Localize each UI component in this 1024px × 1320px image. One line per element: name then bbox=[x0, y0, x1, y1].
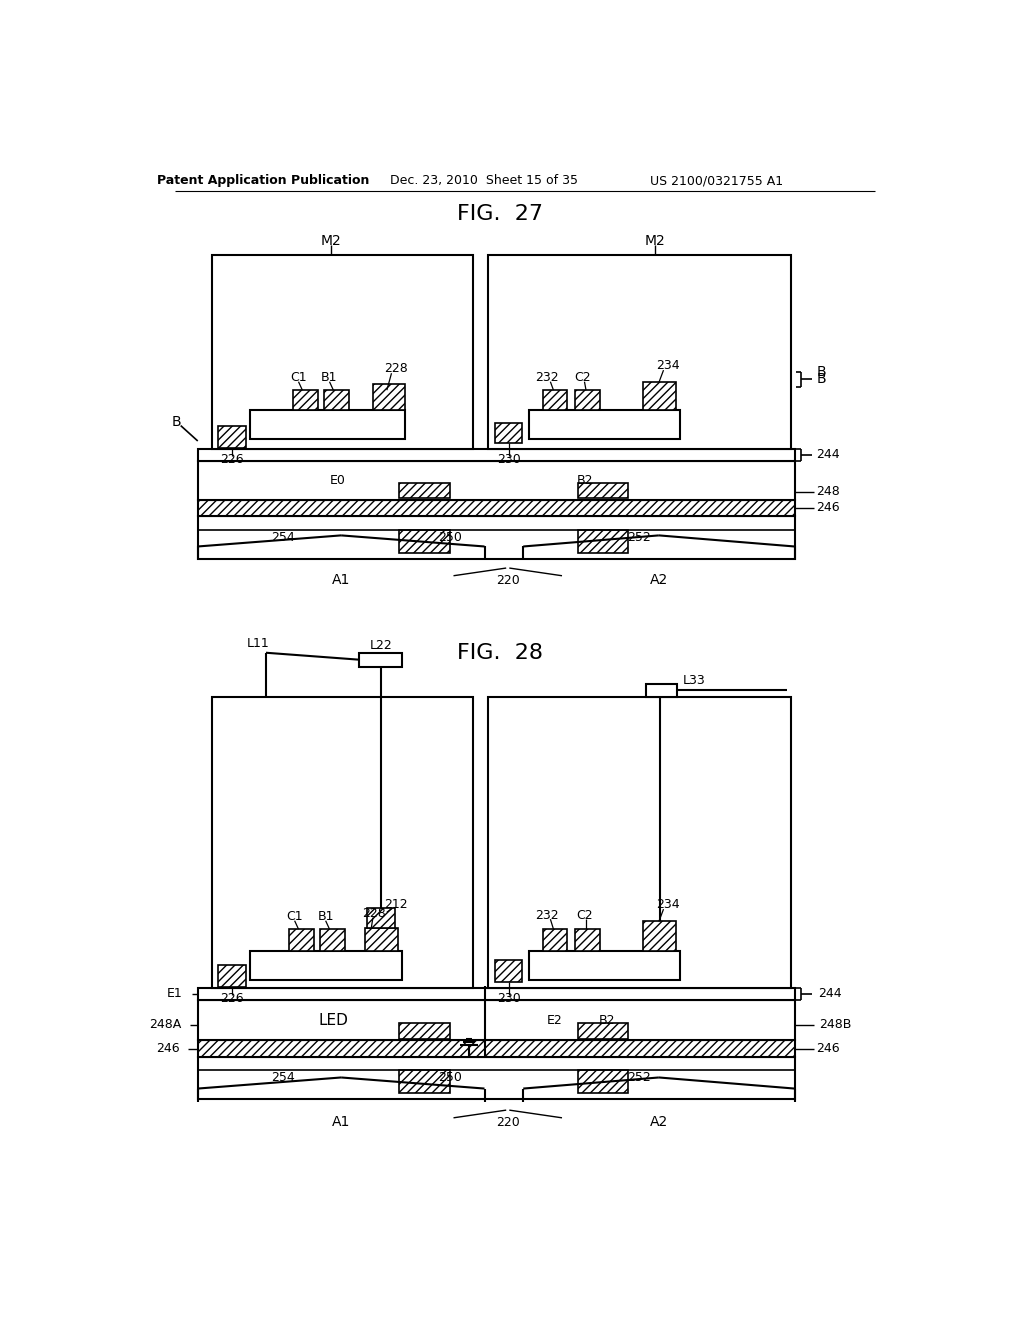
Text: B: B bbox=[171, 414, 181, 429]
Bar bbox=[495, 422, 522, 442]
Text: M2: M2 bbox=[321, 234, 341, 248]
Bar bbox=[528, 411, 680, 440]
Text: 228: 228 bbox=[384, 362, 408, 375]
Bar bbox=[495, 960, 522, 982]
Text: E1: E1 bbox=[167, 987, 182, 1001]
Bar bbox=[367, 908, 394, 928]
Text: L33: L33 bbox=[683, 675, 706, 686]
Text: 254: 254 bbox=[271, 531, 295, 544]
Bar bbox=[198, 499, 795, 516]
Text: 252: 252 bbox=[628, 531, 651, 544]
Text: B: B bbox=[816, 372, 825, 387]
Text: B2: B2 bbox=[577, 474, 594, 487]
Text: 220: 220 bbox=[496, 1115, 519, 1129]
Text: 252: 252 bbox=[628, 1072, 651, 1084]
Bar bbox=[578, 483, 628, 498]
Bar bbox=[359, 653, 402, 667]
Text: A1: A1 bbox=[332, 573, 350, 587]
Text: LED: LED bbox=[318, 1012, 348, 1027]
Text: 246: 246 bbox=[816, 1041, 840, 1055]
Bar bbox=[218, 426, 246, 447]
Text: C1: C1 bbox=[290, 371, 307, 384]
Text: 230: 230 bbox=[497, 991, 520, 1005]
Text: C2: C2 bbox=[577, 908, 593, 921]
Bar bbox=[488, 697, 791, 987]
Bar bbox=[373, 384, 406, 411]
Text: 230: 230 bbox=[497, 453, 520, 466]
Text: 234: 234 bbox=[656, 898, 680, 911]
Bar bbox=[251, 411, 406, 440]
Text: 244: 244 bbox=[816, 449, 840, 462]
Bar bbox=[198, 461, 795, 499]
Bar bbox=[324, 391, 349, 411]
Text: L22: L22 bbox=[370, 639, 392, 652]
Bar bbox=[198, 1040, 795, 1057]
Bar bbox=[643, 383, 676, 411]
Bar bbox=[578, 1023, 628, 1039]
Text: A2: A2 bbox=[650, 573, 668, 587]
Text: FIG.  27: FIG. 27 bbox=[457, 203, 543, 224]
Bar bbox=[198, 1057, 795, 1100]
Bar bbox=[575, 929, 600, 950]
Text: B1: B1 bbox=[322, 371, 338, 384]
Text: 220: 220 bbox=[496, 574, 519, 587]
Text: 254: 254 bbox=[271, 1072, 295, 1084]
Text: 226: 226 bbox=[220, 453, 244, 466]
Text: Patent Application Publication: Patent Application Publication bbox=[158, 174, 370, 187]
Text: E0: E0 bbox=[330, 474, 345, 487]
Bar bbox=[399, 1023, 450, 1039]
Text: 244: 244 bbox=[818, 987, 842, 1001]
Text: A2: A2 bbox=[650, 1115, 668, 1130]
Bar bbox=[646, 684, 677, 697]
Bar bbox=[212, 255, 473, 449]
Bar bbox=[198, 449, 795, 461]
Bar bbox=[578, 529, 628, 553]
Text: 248B: 248B bbox=[819, 1018, 852, 1031]
Bar bbox=[321, 929, 345, 950]
Bar bbox=[578, 1071, 628, 1093]
Text: B1: B1 bbox=[317, 911, 334, 924]
Bar bbox=[293, 391, 317, 411]
Bar bbox=[643, 921, 676, 950]
Text: 246: 246 bbox=[157, 1041, 180, 1055]
Text: 250: 250 bbox=[438, 1072, 463, 1084]
Text: L11: L11 bbox=[247, 638, 269, 649]
Text: 250: 250 bbox=[438, 531, 463, 544]
Text: C1: C1 bbox=[287, 911, 303, 924]
Bar bbox=[198, 516, 795, 558]
Text: Dec. 23, 2010  Sheet 15 of 35: Dec. 23, 2010 Sheet 15 of 35 bbox=[390, 174, 579, 187]
Text: 232: 232 bbox=[535, 908, 558, 921]
Bar bbox=[543, 391, 567, 411]
Text: A1: A1 bbox=[332, 1115, 350, 1130]
Text: B2: B2 bbox=[599, 1014, 615, 1027]
Text: FIG.  28: FIG. 28 bbox=[457, 643, 543, 663]
Bar bbox=[198, 1001, 795, 1040]
Bar bbox=[488, 255, 791, 449]
Bar bbox=[399, 1071, 450, 1093]
Text: E2: E2 bbox=[547, 1014, 562, 1027]
Bar bbox=[212, 697, 473, 987]
Text: C2: C2 bbox=[574, 371, 591, 384]
Text: B: B bbox=[816, 364, 825, 379]
Bar bbox=[289, 929, 314, 950]
Text: 246: 246 bbox=[816, 502, 840, 515]
Text: 212: 212 bbox=[384, 898, 408, 911]
Text: 248: 248 bbox=[816, 486, 840, 499]
Text: 234: 234 bbox=[656, 359, 680, 372]
Bar bbox=[528, 950, 680, 979]
Text: US 2100/0321755 A1: US 2100/0321755 A1 bbox=[650, 174, 783, 187]
Bar bbox=[399, 529, 450, 553]
Bar bbox=[575, 391, 600, 411]
Text: 248A: 248A bbox=[150, 1018, 181, 1031]
Bar bbox=[366, 928, 397, 950]
Bar bbox=[399, 483, 450, 498]
Text: 228: 228 bbox=[362, 907, 386, 920]
Text: M2: M2 bbox=[645, 234, 666, 248]
Bar bbox=[251, 950, 401, 979]
Text: 226: 226 bbox=[220, 991, 244, 1005]
Text: 232: 232 bbox=[535, 371, 558, 384]
Bar bbox=[543, 929, 567, 950]
Bar bbox=[218, 965, 246, 987]
Bar bbox=[198, 987, 795, 1001]
